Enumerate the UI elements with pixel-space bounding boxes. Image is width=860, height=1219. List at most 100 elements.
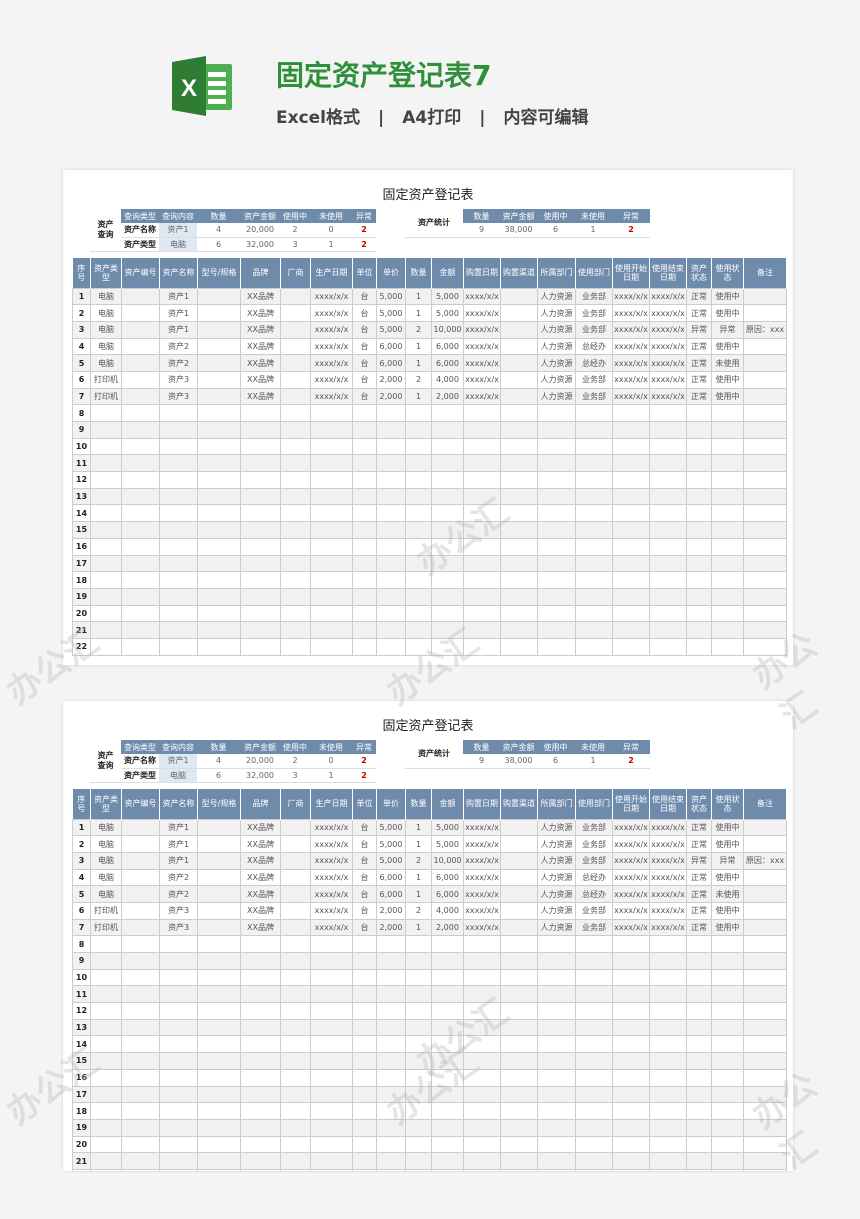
table-cell[interactable] bbox=[500, 868, 538, 887]
table-cell[interactable]: 5,000 bbox=[376, 287, 406, 306]
table-cell[interactable] bbox=[159, 952, 198, 970]
table-cell[interactable] bbox=[649, 1018, 687, 1037]
table-cell[interactable]: 人力资源 bbox=[537, 287, 576, 306]
table-cell[interactable] bbox=[90, 421, 122, 439]
table-cell[interactable] bbox=[575, 587, 613, 606]
table-cell[interactable] bbox=[197, 935, 241, 953]
table-cell[interactable] bbox=[463, 1018, 501, 1037]
table-cell[interactable] bbox=[743, 387, 787, 406]
table-cell[interactable] bbox=[376, 1135, 406, 1154]
table-cell[interactable]: XX品牌 bbox=[240, 868, 281, 887]
table-cell[interactable]: 1 bbox=[72, 818, 91, 837]
table-cell[interactable] bbox=[159, 437, 198, 456]
table-cell[interactable] bbox=[500, 1002, 538, 1020]
table-cell[interactable] bbox=[431, 521, 464, 539]
table-cell[interactable] bbox=[280, 571, 311, 589]
table-cell[interactable]: 人力资源 bbox=[537, 337, 576, 356]
table-cell[interactable]: 2 bbox=[405, 370, 432, 389]
table-cell[interactable] bbox=[280, 437, 311, 456]
table-cell[interactable] bbox=[197, 354, 241, 372]
table-cell[interactable] bbox=[197, 554, 241, 573]
table-cell[interactable]: 打印机 bbox=[90, 918, 122, 937]
table-cell[interactable]: xxxx/x/x bbox=[649, 918, 687, 937]
table-cell[interactable]: 台 bbox=[352, 918, 377, 937]
table-cell[interactable] bbox=[431, 1152, 464, 1170]
table-cell[interactable] bbox=[649, 537, 687, 556]
table-cell[interactable]: 使用中 bbox=[711, 304, 744, 322]
table-cell[interactable] bbox=[240, 1118, 281, 1137]
table-cell[interactable]: 打印机 bbox=[90, 387, 122, 406]
table-cell[interactable] bbox=[743, 487, 787, 506]
table-cell[interactable] bbox=[686, 1118, 712, 1137]
table-cell[interactable] bbox=[159, 454, 198, 473]
table-cell[interactable]: 1 bbox=[405, 354, 432, 372]
table-cell[interactable] bbox=[537, 404, 576, 422]
table-cell[interactable] bbox=[90, 1035, 122, 1054]
table-cell[interactable]: xxxx/x/x bbox=[649, 370, 687, 389]
table-cell[interactable] bbox=[240, 1135, 281, 1154]
table-cell[interactable] bbox=[537, 1085, 576, 1104]
table-cell[interactable] bbox=[352, 1118, 377, 1137]
table-cell[interactable] bbox=[90, 521, 122, 539]
table-cell[interactable]: 台 bbox=[352, 901, 377, 920]
table-cell[interactable] bbox=[711, 521, 744, 539]
table-cell[interactable] bbox=[240, 968, 281, 987]
table-cell[interactable] bbox=[612, 1052, 650, 1070]
table-cell[interactable] bbox=[463, 487, 501, 506]
table-cell[interactable] bbox=[310, 1035, 353, 1054]
table-cell[interactable] bbox=[197, 437, 241, 456]
table-cell[interactable] bbox=[310, 935, 353, 953]
table-cell[interactable] bbox=[90, 487, 122, 506]
table-cell[interactable] bbox=[649, 504, 687, 523]
table-cell[interactable]: 2,000 bbox=[431, 387, 464, 406]
table-cell[interactable] bbox=[280, 918, 311, 937]
table-cell[interactable] bbox=[159, 985, 198, 1004]
table-cell[interactable]: xxxx/x/x bbox=[463, 337, 501, 356]
table-cell[interactable] bbox=[280, 1035, 311, 1054]
table-cell[interactable] bbox=[405, 437, 432, 456]
table-cell[interactable]: 总经办 bbox=[575, 885, 613, 903]
table-cell[interactable] bbox=[463, 1135, 501, 1154]
table-cell[interactable] bbox=[649, 1168, 687, 1171]
table-cell[interactable] bbox=[121, 918, 160, 937]
table-cell[interactable] bbox=[463, 537, 501, 556]
table-cell[interactable] bbox=[649, 1035, 687, 1054]
table-cell[interactable] bbox=[90, 935, 122, 953]
table-cell[interactable] bbox=[159, 587, 198, 606]
table-cell[interactable]: 业务部 bbox=[575, 901, 613, 920]
table-cell[interactable] bbox=[310, 537, 353, 556]
table-cell[interactable]: 6,000 bbox=[431, 868, 464, 887]
table-cell[interactable] bbox=[197, 454, 241, 473]
table-cell[interactable]: xxxx/x/x bbox=[612, 918, 650, 937]
table-cell[interactable] bbox=[159, 968, 198, 987]
table-cell[interactable] bbox=[537, 437, 576, 456]
table-cell[interactable] bbox=[743, 968, 787, 987]
table-cell[interactable] bbox=[280, 1085, 311, 1104]
table-cell[interactable] bbox=[575, 1018, 613, 1037]
table-cell[interactable]: 人力资源 bbox=[537, 304, 576, 322]
table-cell[interactable]: 5 bbox=[72, 354, 91, 372]
table-cell[interactable] bbox=[500, 637, 538, 656]
table-cell[interactable]: 异常 bbox=[686, 320, 712, 339]
table-cell[interactable] bbox=[686, 521, 712, 539]
table-cell[interactable] bbox=[310, 621, 353, 639]
table-cell[interactable] bbox=[537, 952, 576, 970]
table-cell[interactable] bbox=[240, 1102, 281, 1120]
table-cell[interactable] bbox=[743, 1102, 787, 1120]
table-cell[interactable] bbox=[121, 504, 160, 523]
table-cell[interactable]: xxxx/x/x bbox=[612, 885, 650, 903]
table-cell[interactable] bbox=[405, 454, 432, 473]
table-cell[interactable] bbox=[649, 421, 687, 439]
table-cell[interactable] bbox=[500, 487, 538, 506]
table-cell[interactable] bbox=[376, 521, 406, 539]
table-cell[interactable] bbox=[90, 1168, 122, 1171]
table-cell[interactable] bbox=[686, 421, 712, 439]
table-cell[interactable] bbox=[376, 1052, 406, 1070]
table-cell[interactable] bbox=[310, 1135, 353, 1154]
table-cell[interactable] bbox=[575, 571, 613, 589]
table-cell[interactable] bbox=[463, 521, 501, 539]
table-cell[interactable] bbox=[280, 454, 311, 473]
table-cell[interactable]: 人力资源 bbox=[537, 818, 576, 837]
table-cell[interactable] bbox=[743, 287, 787, 306]
table-cell[interactable] bbox=[686, 454, 712, 473]
